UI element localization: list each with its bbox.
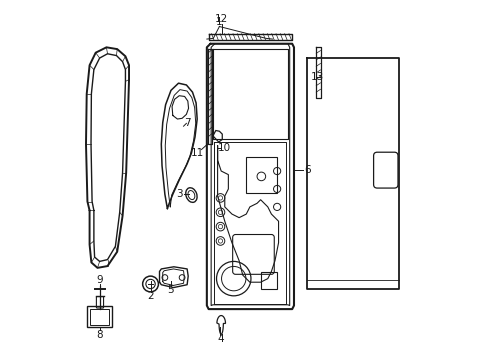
Text: 12: 12 [215,14,228,24]
Polygon shape [217,316,225,334]
Bar [260,272,276,289]
Text: 2: 2 [147,291,154,301]
Text: 5: 5 [167,285,174,296]
Text: 13: 13 [310,72,323,82]
Bar [246,157,276,193]
Text: 10: 10 [218,143,231,153]
Text: 9: 9 [97,275,103,285]
Polygon shape [212,131,222,142]
Text: 6: 6 [304,165,310,175]
Bar [87,306,112,327]
Text: 3: 3 [176,189,182,199]
Text: 4: 4 [217,334,224,344]
Text: 8: 8 [97,330,103,340]
Text: 7: 7 [184,118,191,128]
Text: 11: 11 [190,148,203,158]
Bar [90,309,109,324]
Text: 1: 1 [216,17,222,27]
